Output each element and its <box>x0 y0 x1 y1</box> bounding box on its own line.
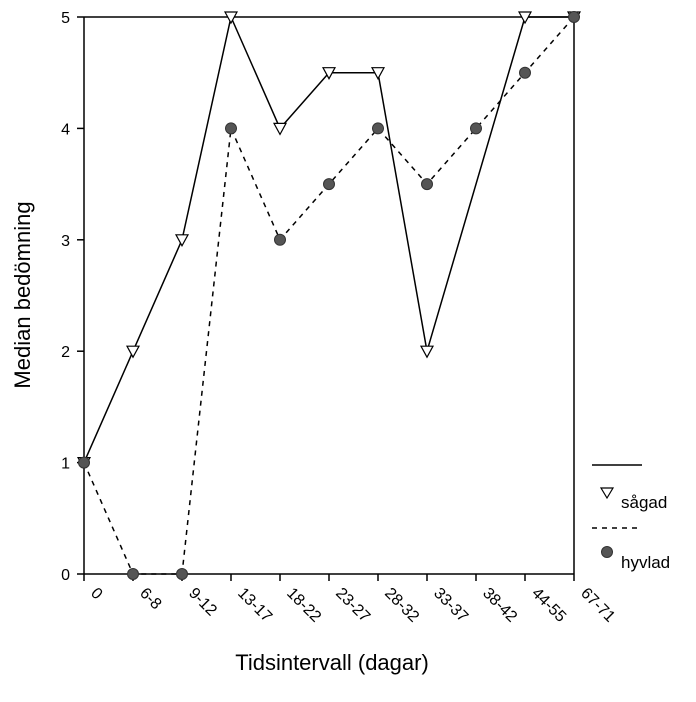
x-tick-label: 0 <box>87 585 105 603</box>
x-tick-label: 28-32 <box>381 585 422 626</box>
x-tick-label: 44-55 <box>528 585 569 626</box>
point-sagad <box>272 122 288 136</box>
point-sagad <box>517 11 533 25</box>
point-hyvlad <box>78 456 90 469</box>
legend-label-hyvlad: hyvlad <box>621 553 670 572</box>
point-hyvlad <box>127 568 139 580</box>
x-tick-label: 18-22 <box>283 585 324 626</box>
legend-marker-hyvlad <box>601 546 613 558</box>
point-sagad <box>174 234 190 248</box>
y-tick-label: 1 <box>61 456 70 473</box>
y-tick-label: 4 <box>61 121 70 138</box>
y-tick-label: 5 <box>61 10 70 27</box>
point-hyvlad <box>225 122 237 135</box>
point-hyvlad <box>470 122 482 135</box>
point-hyvlad <box>176 568 188 580</box>
x-tick-label: 23-27 <box>332 585 373 626</box>
y-axis-title: Median bedömning <box>10 201 35 388</box>
x-tick-label: 13-17 <box>234 585 275 626</box>
point-hyvlad <box>421 178 433 191</box>
y-tick-label: 2 <box>61 344 70 361</box>
point-sagad <box>419 345 435 359</box>
x-tick-label: 38-42 <box>479 585 520 626</box>
point-sagad <box>223 11 239 25</box>
series-layer <box>83 14 575 575</box>
point-hyvlad <box>323 178 335 191</box>
point-sagad <box>321 67 337 80</box>
x-tick-label: 6-8 <box>136 585 164 613</box>
x-tick-label: 9-12 <box>185 585 220 620</box>
y-tick-label: 3 <box>61 233 70 250</box>
series-line-sagad <box>83 14 574 463</box>
point-sagad <box>125 345 141 359</box>
x-tick-label: 33-37 <box>430 585 471 626</box>
point-sagad <box>370 67 386 80</box>
point-hyvlad <box>568 11 580 23</box>
markers-layer <box>76 11 582 580</box>
x-axis-title: Tidsintervall (dagar) <box>235 650 429 675</box>
y-axis-ticks: 0 1 2 3 4 5 <box>61 10 84 584</box>
x-tick-label: 67-71 <box>577 585 618 626</box>
y-tick-label: 0 <box>61 567 70 584</box>
legend: sågad hyvlad <box>592 464 670 572</box>
point-hyvlad <box>372 122 384 135</box>
legend-label-sagad: sågad <box>621 493 667 512</box>
x-axis-ticks: 0 6-8 9-12 13-17 18-22 23-27 28-32 33-37 38-42 44… <box>83 574 618 626</box>
point-hyvlad <box>274 233 286 246</box>
legend-marker-sagad <box>599 487 615 500</box>
point-hyvlad <box>519 66 531 79</box>
